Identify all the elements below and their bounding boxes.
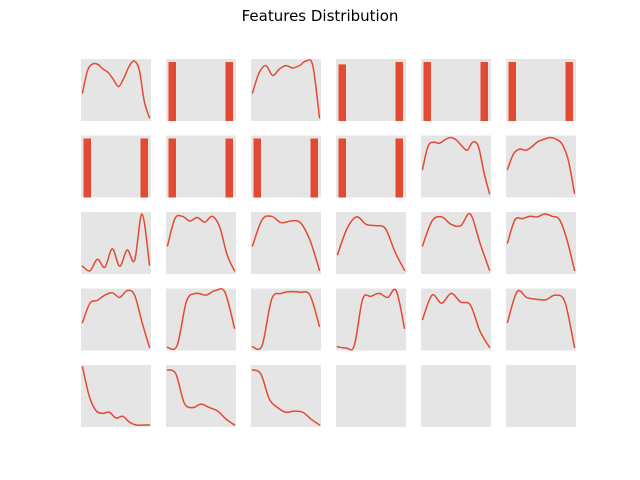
subplot-background	[421, 59, 491, 121]
subplot-25	[81, 365, 151, 427]
histogram-bar	[225, 138, 233, 198]
subplot-28	[336, 365, 406, 427]
subplot-background	[81, 135, 151, 198]
histogram-bar	[395, 62, 403, 121]
subplot-16	[336, 212, 406, 274]
subplot-21	[251, 288, 321, 351]
histogram-bar	[508, 62, 516, 121]
subplot-11	[421, 135, 491, 198]
subplot-background	[81, 365, 151, 427]
subplot-29	[421, 365, 491, 427]
density-line	[506, 136, 576, 194]
density-line	[336, 288, 406, 351]
density-line	[251, 215, 321, 272]
subplot-17	[421, 212, 491, 274]
subplot-background	[506, 135, 576, 198]
subplot-background	[336, 135, 406, 198]
density-line	[336, 216, 406, 272]
density-line	[251, 369, 321, 426]
subplot-background	[421, 288, 491, 351]
subplot-background	[81, 59, 151, 121]
histogram-bar	[168, 62, 176, 121]
histogram-bar	[140, 138, 148, 198]
subplot-14	[166, 212, 236, 274]
subplot-background	[166, 288, 236, 351]
subplot-26	[166, 365, 236, 427]
subplot-13	[81, 212, 151, 274]
histogram-bar	[565, 62, 573, 121]
subplot-background	[421, 365, 491, 427]
subplot-27	[251, 365, 321, 427]
subplot-20	[166, 288, 236, 351]
subplot-12	[506, 135, 576, 198]
histogram-bar	[395, 138, 403, 198]
density-line	[421, 292, 491, 349]
histogram-bar	[310, 138, 318, 198]
histogram-bar	[168, 138, 176, 198]
subplot-5	[421, 59, 491, 121]
subplot-background	[336, 59, 406, 121]
subplot-30	[506, 365, 576, 427]
density-line	[421, 136, 491, 195]
density-line	[166, 214, 236, 272]
subplot-background	[506, 288, 576, 351]
density-line	[251, 290, 321, 351]
subplot-background	[251, 288, 321, 351]
density-line	[166, 288, 236, 351]
density-line	[421, 212, 491, 272]
subplot-9	[251, 135, 321, 198]
subplot-3	[251, 59, 321, 121]
histogram-bar	[338, 138, 346, 198]
subplot-background	[421, 135, 491, 198]
subplot-background	[166, 135, 236, 198]
subplot-19	[81, 288, 151, 351]
subplot-background	[506, 365, 576, 427]
subplot-background	[251, 135, 321, 198]
subplot-background	[336, 365, 406, 427]
density-line	[81, 366, 151, 426]
subplot-15	[251, 212, 321, 274]
subplot-background	[336, 212, 406, 274]
density-line	[81, 60, 151, 119]
density-line	[251, 59, 321, 119]
subplot-background	[251, 59, 321, 121]
subplot-background	[506, 59, 576, 121]
subplot-background	[166, 59, 236, 121]
histogram-bar	[480, 62, 488, 121]
subplot-10	[336, 135, 406, 198]
density-line	[81, 289, 151, 349]
subplot-background	[336, 288, 406, 351]
subplot-8	[166, 135, 236, 198]
histogram-bar	[338, 64, 346, 121]
subplot-18	[506, 212, 576, 274]
histogram-bar	[423, 62, 431, 121]
histogram-bar	[225, 62, 233, 121]
subplot-23	[421, 288, 491, 351]
figure-title: Features Distribution	[241, 7, 399, 25]
subplot-24	[506, 288, 576, 351]
density-line	[81, 213, 151, 272]
histogram-bar	[83, 138, 91, 198]
subplot-background	[166, 212, 236, 274]
density-line	[166, 369, 236, 426]
subplot-7	[81, 135, 151, 198]
subplot-1	[81, 59, 151, 121]
histogram-bar	[253, 138, 261, 198]
density-line	[506, 289, 576, 349]
subplot-background	[506, 212, 576, 274]
density-line	[506, 213, 576, 272]
subplot-2	[166, 59, 236, 121]
subplot-6	[506, 59, 576, 121]
subplot-4	[336, 59, 406, 121]
subplot-22	[336, 288, 406, 351]
subplot-background	[81, 288, 151, 351]
